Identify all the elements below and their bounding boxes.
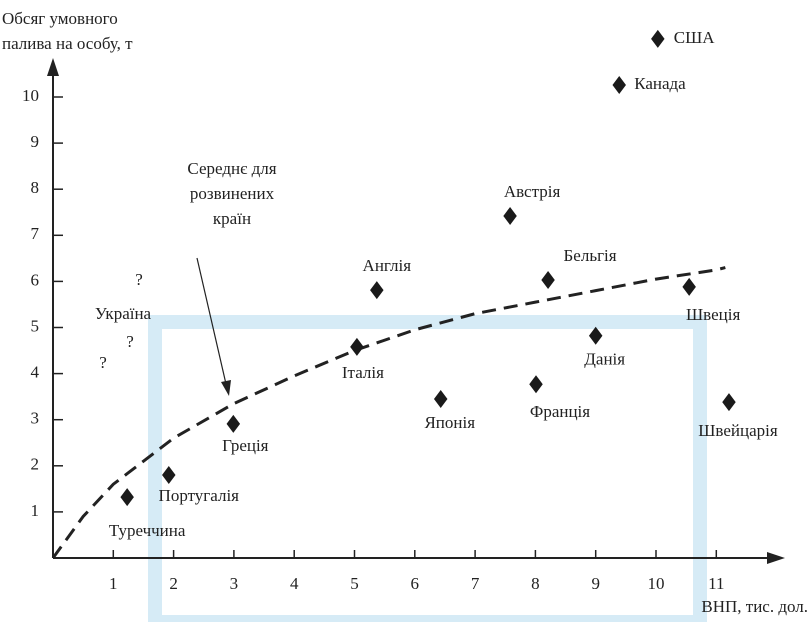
point [120, 488, 134, 507]
x-tick-label: 8 [531, 574, 540, 593]
point [722, 393, 736, 412]
question-mark: ? [126, 332, 134, 351]
y-label: Обсяг умовного [2, 9, 118, 28]
point [682, 277, 696, 296]
average-curve [51, 266, 726, 559]
y-tick-label: 9 [31, 132, 40, 151]
annotation: країн [213, 209, 251, 228]
y-tick-label: 7 [31, 224, 40, 243]
y-tick-label: 2 [31, 455, 40, 474]
point-label: США [674, 28, 715, 47]
x-tick-label: 4 [290, 574, 299, 593]
point [529, 375, 543, 394]
point [350, 337, 364, 356]
annotation: розвинених [190, 184, 275, 203]
x-tick-label: 5 [350, 574, 359, 593]
y-tick-label: 3 [31, 409, 40, 428]
point-label: Данія [584, 350, 625, 369]
point-label: Канада [634, 74, 686, 93]
x-tick-label: 7 [471, 574, 480, 593]
point-label: Швеція [686, 305, 740, 324]
point-label: Англія [363, 256, 412, 275]
y-tick-label: 1 [31, 501, 40, 520]
point [162, 466, 176, 485]
y-arrow [47, 58, 59, 76]
point-label: Швейцарія [698, 421, 778, 440]
y-tick-label: 5 [31, 316, 40, 335]
ukraine-label: Україна [95, 304, 152, 323]
point [226, 414, 241, 433]
point [588, 326, 603, 345]
y-tick-label: 6 [31, 270, 40, 289]
x-tick-label: 2 [169, 574, 178, 593]
point [433, 389, 448, 408]
x-tick-label: 9 [591, 574, 600, 593]
point-label: Португалія [159, 486, 240, 505]
y-tick-label: 8 [31, 178, 40, 197]
x-tick-label: 10 [648, 574, 665, 593]
point [503, 206, 517, 225]
x-tick-label: 3 [230, 574, 239, 593]
point [370, 281, 384, 300]
point [612, 76, 626, 95]
x-arrow [767, 552, 785, 564]
point-label: Японія [424, 413, 475, 432]
y-tick-label: 4 [31, 363, 40, 382]
point-label: Туреччина [109, 521, 186, 540]
point-label: Франція [530, 402, 590, 421]
y-tick-label: 10 [22, 86, 39, 105]
x-tick-label: 6 [411, 574, 420, 593]
x-label: ВНП, тис. дол. [701, 597, 808, 616]
x-tick-label: 1 [109, 574, 118, 593]
x-tick-label: 11 [708, 574, 724, 593]
point [651, 29, 665, 48]
question-mark: ? [99, 353, 107, 372]
point-label: Австрія [504, 182, 561, 201]
watermark [148, 315, 707, 622]
annotation-arrow [196, 257, 227, 385]
point-label: Греція [222, 436, 269, 455]
point [541, 271, 555, 290]
question-mark: ? [135, 270, 143, 289]
annotation-arrowhead [221, 380, 231, 396]
point-label: Бельгія [564, 246, 617, 265]
y-label: палива на особу, т [2, 34, 133, 53]
point-label: Італія [342, 363, 384, 382]
annotation: Середнє для [187, 159, 276, 178]
